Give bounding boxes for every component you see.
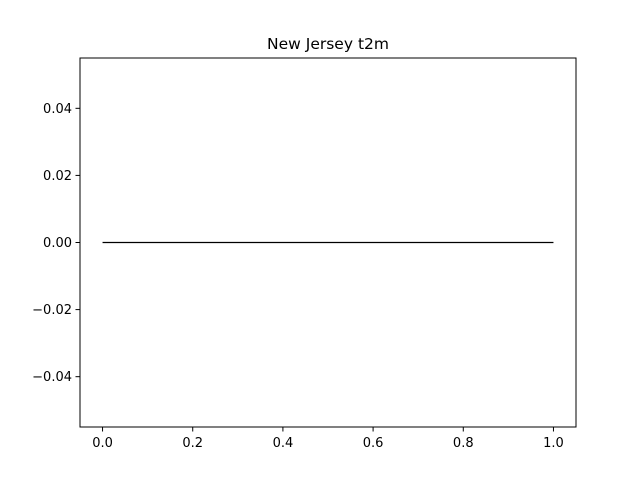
y-tick-label: 0.04 — [43, 102, 72, 117]
x-tick-label: 0.4 — [273, 436, 294, 451]
x-tick-label: 0.0 — [92, 436, 113, 451]
x-tick-label: 1.0 — [543, 436, 564, 451]
x-axis-ticks: 0.0 0.2 0.4 0.6 0.8 1.0 — [92, 427, 564, 451]
chart-title: New Jersey t2m — [267, 35, 389, 53]
y-axis-ticks: −0.04 −0.02 0.00 0.02 0.04 — [32, 102, 80, 385]
x-tick-label: 0.2 — [182, 436, 203, 451]
x-tick-label: 0.6 — [363, 436, 384, 451]
y-tick-label: 0.00 — [43, 236, 72, 251]
y-tick-label: 0.02 — [43, 169, 72, 184]
y-tick-label: −0.04 — [32, 370, 72, 385]
y-tick-label: −0.02 — [32, 303, 72, 318]
plot-area-frame — [79, 57, 577, 428]
x-tick-label: 0.8 — [453, 436, 474, 451]
